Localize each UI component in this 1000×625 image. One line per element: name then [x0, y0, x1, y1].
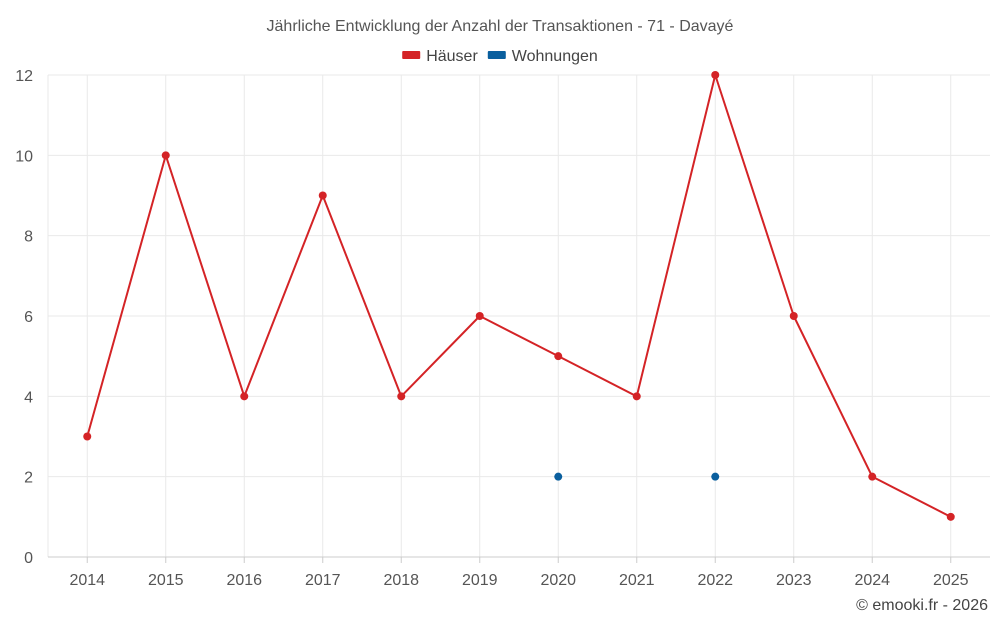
data-point[interactable]: [632, 392, 641, 401]
legend-label: Häuser: [426, 48, 478, 65]
x-tick-label: 2015: [148, 572, 184, 589]
x-tick-label: 2019: [462, 572, 498, 589]
x-tick-label: 2016: [226, 572, 262, 589]
y-tick-label: 6: [24, 309, 33, 326]
series-line: [86, 74, 952, 518]
legend-label: Wohnungen: [512, 48, 598, 65]
data-point[interactable]: [789, 312, 798, 320]
data-point[interactable]: [397, 392, 406, 401]
y-tick-label: 8: [24, 229, 33, 246]
data-point[interactable]: [711, 71, 720, 79]
legend: Häuser Wohnungen: [402, 48, 598, 65]
data-point[interactable]: [868, 472, 877, 481]
x-tick-label: 2017: [305, 572, 341, 589]
y-tick-label: 12: [15, 68, 33, 85]
x-tick-label: 2023: [776, 572, 812, 589]
y-tick-label: 4: [24, 389, 33, 406]
chart-title: Jährliche Entwicklung der Anzahl der Tra…: [267, 18, 734, 35]
grid: [47, 74, 990, 558]
data-point[interactable]: [161, 151, 170, 160]
legend-swatch: [487, 51, 506, 59]
credit-label: © emooki.fr - 2026: [856, 597, 988, 614]
x-axis: 2014 2015 2016 2017 2018 2019 2020 2021 2022 2023…: [69, 557, 969, 589]
x-tick-label: 2014: [69, 572, 105, 589]
data-point[interactable]: [554, 352, 563, 361]
data-point[interactable]: [475, 312, 484, 320]
x-tick-label: 2021: [619, 572, 655, 589]
data-point[interactable]: [318, 191, 327, 200]
data-point[interactable]: [711, 472, 720, 481]
data-point[interactable]: [946, 512, 955, 521]
y-axis: 0 2 4 6 8 10 12: [15, 68, 33, 567]
data-point[interactable]: [83, 432, 92, 441]
y-tick-label: 0: [24, 550, 33, 567]
legend-item[interactable]: Häuser: [402, 48, 478, 65]
legend-swatch: [402, 51, 421, 59]
x-tick-label: 2024: [854, 572, 890, 589]
series-1: [83, 71, 955, 521]
series-2: [554, 472, 720, 481]
x-tick-label: 2022: [697, 572, 733, 589]
data-point[interactable]: [240, 392, 249, 401]
x-tick-label: 2025: [933, 572, 969, 589]
y-tick-label: 2: [24, 470, 33, 487]
plot-area: [83, 71, 955, 521]
y-tick-label: 10: [15, 148, 33, 165]
data-point[interactable]: [554, 472, 563, 481]
x-tick-label: 2018: [383, 572, 419, 589]
x-tick-label: 2020: [540, 572, 576, 589]
legend-item[interactable]: Wohnungen: [487, 48, 598, 65]
